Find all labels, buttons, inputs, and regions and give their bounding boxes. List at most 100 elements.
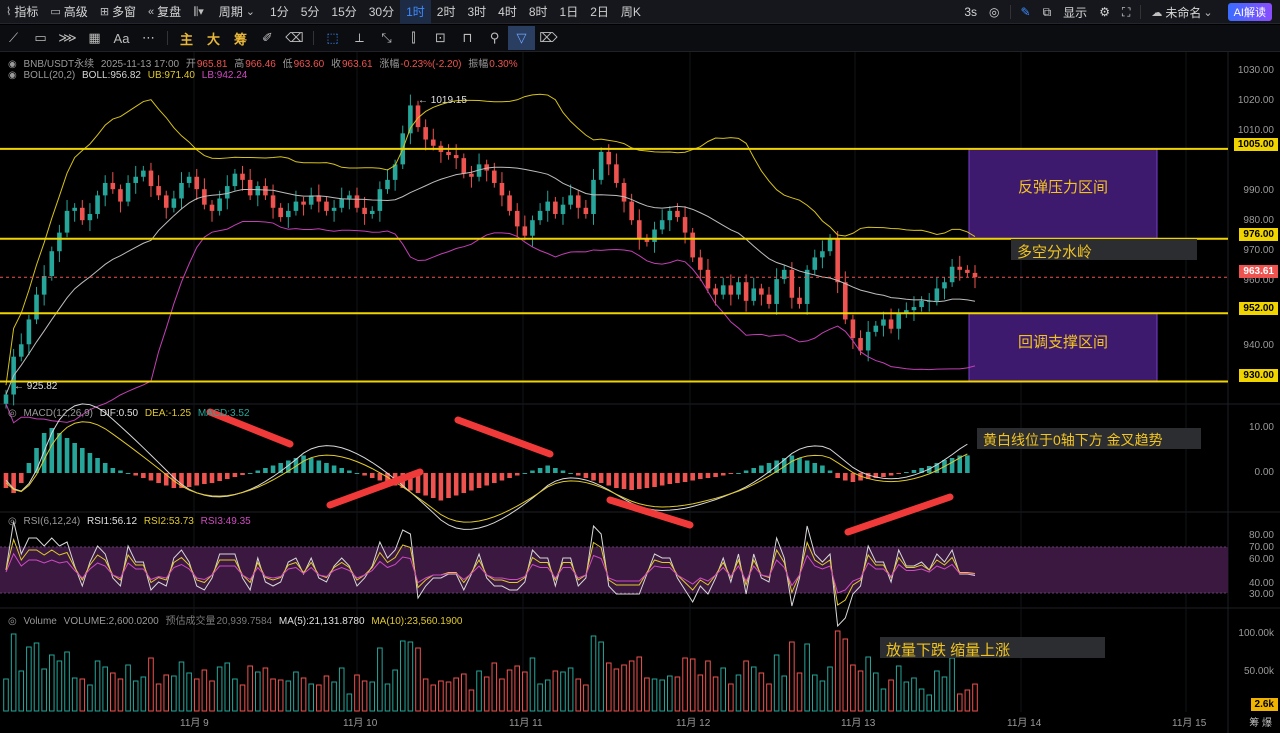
fullscreen-icon[interactable]: ⛶ bbox=[1121, 4, 1131, 19]
volume-bar bbox=[64, 651, 70, 712]
magnet-icon[interactable]: ⊓ bbox=[462, 30, 473, 45]
interval-tab-10[interactable]: 2日 bbox=[590, 4, 609, 19]
interval-tab-11[interactable]: 周K bbox=[620, 4, 641, 19]
lock-icon[interactable]: ⊡ bbox=[435, 30, 446, 45]
volume-bar bbox=[346, 693, 353, 712]
trash-icon[interactable]: ⌦ bbox=[539, 30, 558, 45]
brush-icon[interactable]: ✐ bbox=[262, 30, 273, 45]
fibonacci-tool-icon[interactable]: ⋙ bbox=[58, 30, 77, 45]
link-icon[interactable]: ⚲ bbox=[489, 30, 500, 45]
candle-body bbox=[469, 173, 474, 177]
candle-body bbox=[385, 179, 390, 190]
interval-tab-6[interactable]: 3时 bbox=[467, 4, 487, 19]
candle-body bbox=[545, 201, 551, 211]
interval-tab-5[interactable]: 2时 bbox=[436, 4, 456, 19]
main-indicator-toggle[interactable]: 主 bbox=[179, 31, 193, 47]
candle-body bbox=[232, 173, 238, 187]
volume-bar bbox=[621, 664, 627, 712]
cursor-select-icon[interactable]: ⬚ bbox=[326, 30, 339, 45]
camera-icon[interactable]: ◎ bbox=[989, 5, 1000, 19]
text-tool-icon[interactable]: Aa bbox=[113, 30, 130, 46]
pen-icon[interactable]: ✎ bbox=[1020, 5, 1031, 19]
candle-body bbox=[781, 269, 787, 280]
support-zone bbox=[968, 312, 1158, 382]
interval-tab-8[interactable]: 8时 bbox=[528, 4, 548, 19]
macd-bar bbox=[934, 463, 940, 473]
macd-bar bbox=[408, 473, 413, 491]
chips-toggle[interactable]: 筹 bbox=[233, 31, 247, 47]
boll-mid-line bbox=[5, 166, 976, 395]
multi-window-button[interactable]: ⊞ 多窗 bbox=[99, 5, 137, 19]
macd-bar bbox=[461, 473, 467, 493]
measure-icon[interactable]: ⤡ bbox=[381, 30, 392, 45]
interval-tab-0[interactable]: 1分 bbox=[270, 4, 289, 19]
volume-bar bbox=[888, 679, 894, 712]
rsi2-value: RSI2:53.73 bbox=[143, 516, 194, 527]
copy-icon[interactable]: ⧉ bbox=[1042, 4, 1052, 19]
big-order-toggle[interactable]: 大 bbox=[206, 31, 220, 47]
candle-body bbox=[476, 164, 482, 177]
settings-icon[interactable]: ⚙ bbox=[1099, 5, 1110, 19]
more-tools-icon[interactable]: ⋯ bbox=[142, 30, 155, 45]
volume-bar bbox=[201, 669, 208, 712]
rsi1-value: RSI1:56.12 bbox=[87, 516, 138, 527]
volume-bar bbox=[583, 684, 589, 712]
candle-body bbox=[331, 207, 337, 211]
display-button[interactable]: 显示 bbox=[1063, 5, 1088, 20]
period-dropdown[interactable]: 周期 ⌄ bbox=[218, 5, 256, 19]
candle-body bbox=[797, 297, 802, 304]
volume-bar bbox=[644, 677, 650, 712]
volume-bar bbox=[537, 683, 543, 712]
macd-bar bbox=[896, 473, 901, 474]
candle-body bbox=[492, 170, 497, 183]
filter-icon[interactable]: ▽ bbox=[508, 26, 535, 50]
macd-bar bbox=[278, 463, 283, 473]
candle-body bbox=[26, 319, 32, 345]
chevron-down-icon: ⌄ bbox=[1203, 6, 1213, 19]
ruler-icon[interactable]: ⟂ bbox=[355, 30, 364, 45]
interval-tab-7[interactable]: 4时 bbox=[498, 4, 517, 19]
volume-bar bbox=[743, 660, 749, 712]
interval-tab-2[interactable]: 15分 bbox=[331, 4, 357, 19]
interval-tab-9[interactable]: 1日 bbox=[559, 4, 579, 19]
channel-tool-icon[interactable]: ▦ bbox=[88, 30, 101, 45]
candle-body bbox=[850, 319, 856, 339]
layout-dropdown[interactable]: ☁ 未命名 ⌄ bbox=[1151, 5, 1213, 20]
candle-icon[interactable]: ⫿ bbox=[411, 30, 416, 45]
advanced-button[interactable]: ▭ 高级 bbox=[50, 5, 88, 19]
volume-bar bbox=[789, 641, 795, 712]
eye-icon[interactable]: ◉ bbox=[8, 59, 17, 70]
interval-tab-1[interactable]: 5分 bbox=[300, 4, 320, 19]
macd-bar bbox=[255, 470, 261, 473]
volume-bar bbox=[880, 688, 887, 712]
bell-icon[interactable]: ◎ bbox=[8, 516, 17, 527]
line-tool-icon[interactable]: ⟋ bbox=[8, 30, 19, 45]
rectangle-tool-icon[interactable]: ▭ bbox=[34, 30, 47, 45]
bell-icon[interactable]: ◎ bbox=[8, 408, 17, 419]
chart-area[interactable]: ◉ BNB/USDT永续 2025-11-13 17:00 开965.81 高9… bbox=[0, 52, 1280, 733]
volume-bar bbox=[18, 670, 25, 712]
volume-bar bbox=[308, 683, 314, 712]
macd-bar bbox=[560, 470, 566, 473]
volume-bar bbox=[377, 647, 383, 712]
eye-icon[interactable]: ◎ bbox=[8, 616, 17, 627]
candle-body bbox=[858, 338, 863, 351]
corner-label[interactable]: 筹 爆 bbox=[1249, 718, 1272, 729]
chart-canvas[interactable] bbox=[0, 52, 1280, 733]
macd-bar bbox=[667, 473, 673, 484]
indicators-button[interactable]: ⌇ 指标 bbox=[6, 5, 39, 19]
dif-line bbox=[5, 403, 968, 530]
eraser-icon[interactable]: ⌫ bbox=[285, 30, 304, 45]
eye-icon[interactable]: ◉ bbox=[8, 70, 17, 81]
macd-bar bbox=[385, 473, 390, 483]
macd-bar bbox=[163, 473, 169, 486]
volume-bar bbox=[796, 672, 803, 712]
interval-tab-4[interactable]: 1时 bbox=[400, 0, 431, 24]
volume-bar bbox=[712, 676, 719, 712]
candle-body bbox=[743, 282, 749, 301]
ai-interpret-button[interactable]: AI解读 bbox=[1227, 3, 1272, 21]
replay-button[interactable]: «复盘 bbox=[148, 5, 182, 19]
chart-type-button[interactable]: ⫼▾ bbox=[187, 0, 213, 24]
interval-tab-3[interactable]: 30分 bbox=[368, 4, 395, 19]
volume-bar bbox=[781, 675, 788, 712]
